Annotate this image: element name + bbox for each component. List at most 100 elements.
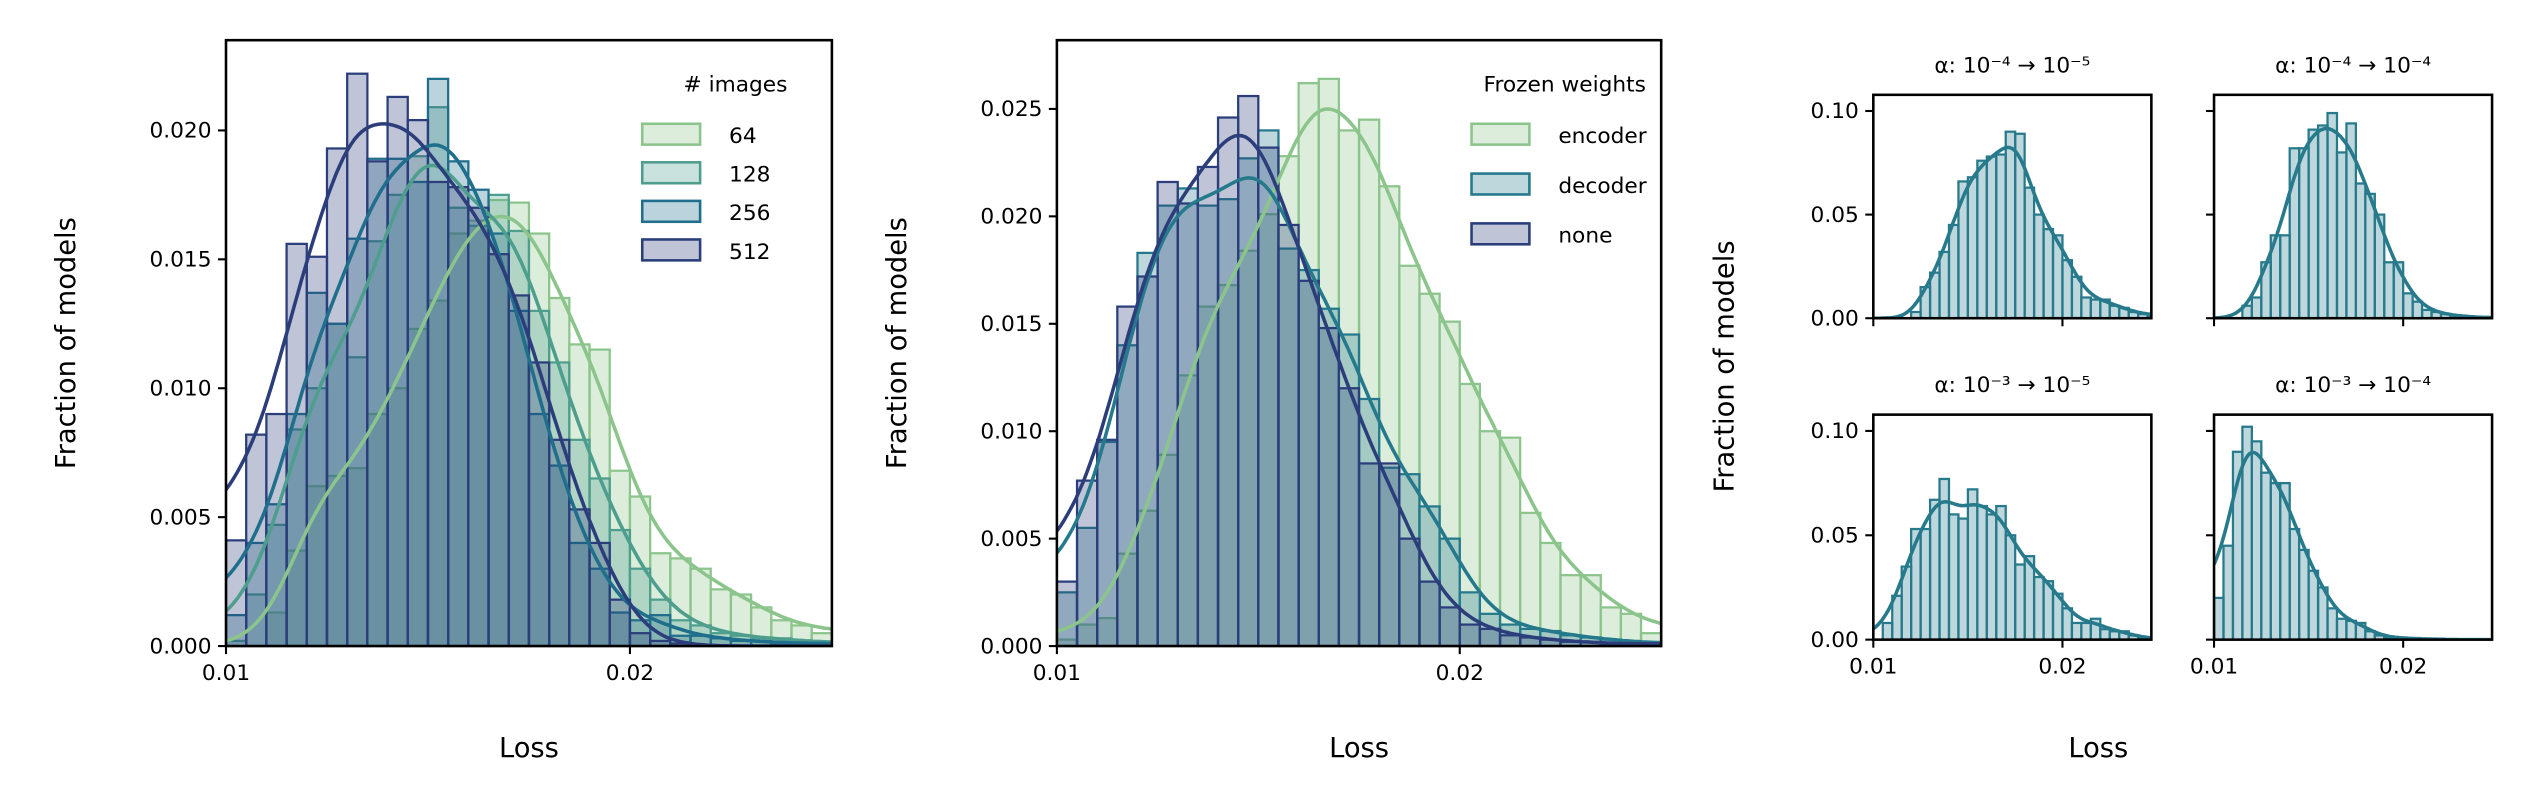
hist-bar <box>305 255 329 647</box>
legend-item-512: 512 <box>640 238 770 265</box>
y-tick-label: 0.005 <box>980 527 1042 552</box>
hist-bar <box>1357 462 1381 647</box>
hist-bar <box>1976 159 1988 319</box>
legend-title: Frozen weights <box>1484 73 1646 98</box>
legend-swatch <box>1470 222 1531 246</box>
hist-bar <box>2023 186 2036 319</box>
axes-frame <box>1055 38 1663 648</box>
y-tick-label: 0.00 <box>1811 306 1859 331</box>
hist-bar <box>1619 612 1643 647</box>
hist-bar <box>1995 153 2007 319</box>
hist-bar <box>1928 498 1941 640</box>
hist-bar <box>1156 180 1179 647</box>
hist-bar <box>608 598 632 647</box>
hist-bar <box>1056 580 1079 647</box>
series-none <box>1056 94 1662 647</box>
legend-swatch <box>1470 122 1531 146</box>
legend-label: 512 <box>729 240 770 265</box>
hist-bar <box>2279 234 2291 319</box>
legend-item-decoder: decoder <box>1470 172 1647 199</box>
hist-bar <box>1317 326 1341 647</box>
hist-bar <box>1947 513 1960 640</box>
y-tick-label: 0.10 <box>1811 419 1859 444</box>
hist-bar <box>2032 575 2045 640</box>
hist-bar <box>2298 147 2310 319</box>
hist-bar <box>2014 563 2026 640</box>
hist-bar <box>548 438 571 647</box>
hist-bar <box>2269 481 2282 640</box>
hist-bar <box>1985 155 1998 319</box>
panel-title: α: 10⁻³ → 10⁻⁴ <box>2275 373 2431 398</box>
hist-bar <box>2061 259 2074 319</box>
x-tick-label: 0.01 <box>202 661 250 686</box>
x-tick-label: 0.01 <box>1033 661 1081 686</box>
x-tick-label: 0.02 <box>1436 661 1484 686</box>
hist-bar <box>1938 250 1951 319</box>
x-tick-label: 0.01 <box>1849 654 1897 679</box>
y-tick-label: 0.020 <box>980 205 1042 230</box>
legend-label: decoder <box>1558 174 1646 199</box>
series-hist <box>1881 477 2149 640</box>
hist-bar <box>1297 279 1320 647</box>
kde-curve-none <box>1056 133 1662 646</box>
legend-swatch <box>1470 172 1531 196</box>
kde-curve-256 <box>226 143 832 646</box>
y-tick-label: 0.000 <box>149 634 211 659</box>
hist-bar <box>2392 261 2405 319</box>
x-tick-label: 0.02 <box>2379 654 2427 679</box>
legend-item-none: none <box>1470 222 1612 249</box>
x-tick-label: 0.02 <box>606 661 654 686</box>
axes-frame <box>1872 413 2153 641</box>
hist-bar <box>628 632 652 647</box>
hist-bar <box>2004 130 2017 319</box>
x-axis-label: Loss <box>499 733 559 764</box>
hist-bar <box>2316 124 2329 319</box>
series-hist <box>2214 425 2452 640</box>
hist-bar <box>2383 261 2395 319</box>
y-tick-label: 0.05 <box>1811 524 1859 549</box>
panel-title: α: 10⁻³ → 10⁻⁵ <box>1934 373 2090 398</box>
hist-bar <box>1378 462 1401 647</box>
axes-frame <box>2212 93 2494 320</box>
y-tick-label: 0.010 <box>980 419 1042 444</box>
hist-bar <box>1418 580 1441 647</box>
hist-bar <box>2032 213 2045 319</box>
series-512 <box>226 72 692 647</box>
axes-frame <box>1872 93 2153 320</box>
legend-label: 64 <box>729 124 757 149</box>
hist-bar <box>426 180 450 647</box>
legend-item-128: 128 <box>640 161 770 188</box>
hist-bar <box>325 147 349 647</box>
axes-frame <box>2212 413 2494 641</box>
hist-bar <box>1919 527 1932 640</box>
hist-bar <box>2080 296 2092 319</box>
panel-title: α: 10⁻⁴ → 10⁻⁵ <box>1934 53 2090 78</box>
hist-bar <box>2099 628 2111 640</box>
x-tick-label: 0.01 <box>2190 654 2238 679</box>
hist-bar <box>1966 176 1979 319</box>
y-tick-label: 0.020 <box>149 119 211 144</box>
panel-6: 0.01 0.02 α: 10⁻³ → 10⁻⁴ <box>2190 373 2494 679</box>
legend-item-256: 256 <box>640 199 770 226</box>
y-tick-label: 0.015 <box>149 248 211 273</box>
hist-bar <box>1985 513 1998 640</box>
panel-title: α: 10⁻⁴ → 10⁻⁴ <box>2275 53 2431 78</box>
series-256 <box>226 77 832 647</box>
legend-swatch <box>640 238 702 262</box>
panel-1: 0.000 0.005 0.010 0.015 0.020 0.01 0.02 Loss Fra… <box>51 38 834 764</box>
series-encoder <box>1056 77 1662 647</box>
hist-bar <box>2070 621 2083 640</box>
hist-bar <box>2298 548 2310 640</box>
hist-bar <box>2214 596 2225 640</box>
hist-bar <box>1966 488 1979 640</box>
series-hist <box>1910 130 2152 319</box>
legend: Frozen weights encoder decoder none <box>1470 73 1647 249</box>
series-64 <box>265 198 832 647</box>
hist-bar <box>2042 227 2055 319</box>
series-hist <box>2241 111 2493 319</box>
panel-2: 0.000 0.005 0.010 0.015 0.020 0.025 0.01 0.02 Lo… <box>882 38 1663 764</box>
plot-area <box>226 72 832 647</box>
hist-bar <box>2061 607 2074 640</box>
legend-label: none <box>1558 224 1612 249</box>
